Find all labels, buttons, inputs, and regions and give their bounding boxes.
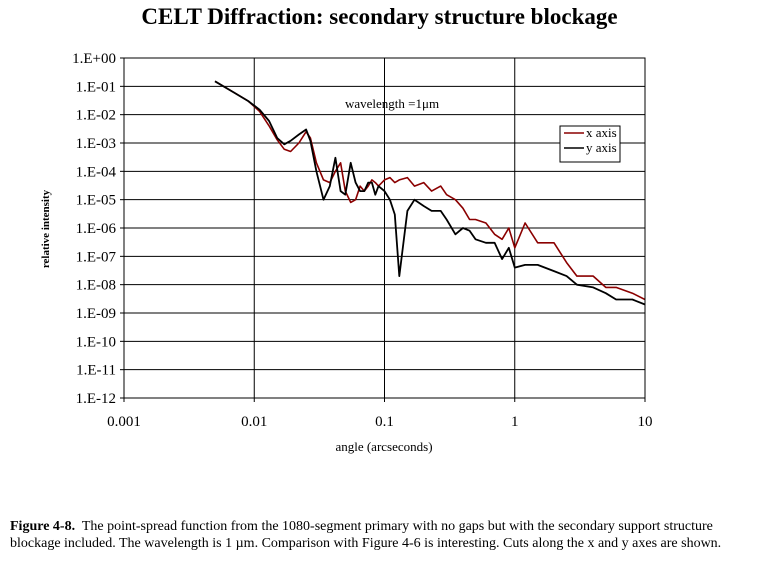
y-tick-label: 1.E-11 [76, 363, 116, 379]
chart-title: CELT Diffraction: secondary structure bl… [141, 4, 618, 29]
y-tick-label: 1.E-07 [76, 249, 117, 265]
wavelength-annotation: wavelength =1μm [345, 96, 439, 111]
x-tick-label: 0.1 [375, 414, 394, 430]
x-tick-label: 1 [511, 414, 519, 430]
legend-label: y axis [586, 140, 617, 155]
y-tick-label: 1.E-02 [76, 108, 116, 124]
y-tick-label: 1.E-05 [76, 193, 116, 209]
axes: 1.E+00 1.E-01 1.E-02 1.E-03 1.E-04 1.E-05 1.E-… [72, 51, 652, 430]
x-axis-label: angle (arcseconds) [335, 439, 432, 454]
y-tick-label: 1.E-10 [76, 334, 116, 350]
x-tick-label: 0.01 [241, 414, 267, 430]
series-line-x-axis [214, 80, 645, 301]
series-line-y-axis [214, 80, 645, 306]
x-tick-label: 10 [638, 414, 653, 430]
series-layer [214, 80, 645, 306]
legend-label: x axis [586, 125, 617, 140]
y-tick-label: 1.E-08 [76, 278, 116, 294]
y-tick-label: 1.E-01 [76, 79, 116, 95]
y-tick-label: 1.E-06 [76, 221, 117, 237]
legend-box [559, 125, 621, 163]
y-tick-label: 1.E-04 [76, 164, 117, 180]
y-tick-label: 1.E-03 [76, 136, 116, 152]
y-tick-label: 1.E+00 [72, 51, 116, 67]
plot-frame [123, 57, 646, 399]
y-axis-label: relative intensity [40, 189, 52, 268]
x-tick-label: 0.001 [107, 414, 141, 430]
caption-label: Figure 4-8. [10, 519, 76, 534]
grid [123, 57, 646, 399]
y-tick-label: 1.E-12 [76, 391, 116, 407]
figure-caption: Figure 4-8. The point-spread function fr… [10, 518, 745, 552]
caption-text: The point-spread function from the 1080-… [10, 519, 722, 551]
y-tick-label: 1.E-09 [76, 306, 116, 322]
